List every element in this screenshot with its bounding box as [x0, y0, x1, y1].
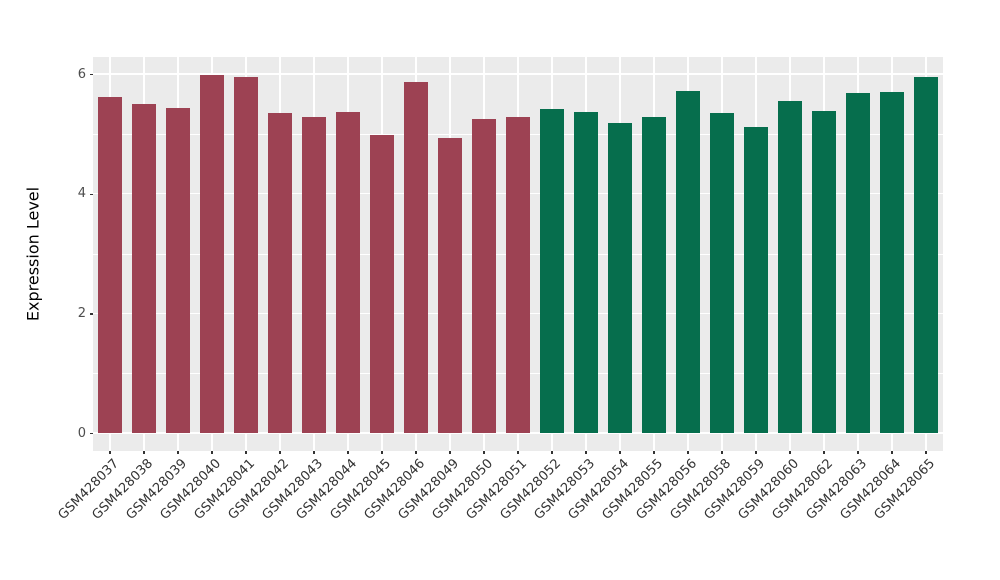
bar-GSM428055 — [642, 117, 666, 433]
x-tick-mark-GSM428053 — [585, 451, 587, 454]
bar-GSM428051 — [506, 117, 530, 433]
x-tick-mark-GSM428051 — [517, 451, 519, 454]
x-tick-mark-GSM428052 — [551, 451, 553, 454]
x-tick-mark-GSM428042 — [279, 451, 281, 454]
x-tick-mark-GSM428044 — [347, 451, 349, 454]
x-tick-mark-GSM428037 — [109, 451, 111, 454]
x-tick-mark-GSM428064 — [891, 451, 893, 454]
bar-GSM428042 — [268, 112, 292, 433]
bar-GSM428064 — [880, 91, 904, 433]
bar-GSM428046 — [404, 81, 428, 433]
x-tick-mark-GSM428063 — [857, 451, 859, 454]
plot-panel — [93, 57, 943, 451]
x-tick-mark-GSM428043 — [313, 451, 315, 454]
bar-GSM428054 — [608, 123, 632, 433]
x-tick-mark-GSM428039 — [177, 451, 179, 454]
bar-GSM428041 — [234, 77, 258, 433]
x-tick-mark-GSM428038 — [143, 451, 145, 454]
bar-GSM428062 — [812, 111, 836, 433]
bar-GSM428050 — [472, 118, 496, 433]
x-tick-mark-GSM428049 — [449, 451, 451, 454]
x-tick-mark-GSM428055 — [653, 451, 655, 454]
x-tick-mark-GSM428046 — [415, 451, 417, 454]
y-tick-mark-4 — [90, 193, 93, 195]
x-tick-mark-GSM428050 — [483, 451, 485, 454]
x-tick-mark-GSM428045 — [381, 451, 383, 454]
bar-GSM428038 — [132, 103, 156, 433]
y-tick-mark-2 — [90, 313, 93, 315]
bar-GSM428052 — [540, 108, 564, 433]
bar-GSM428040 — [200, 75, 224, 433]
bar-GSM428053 — [574, 111, 598, 433]
bar-GSM428037 — [98, 96, 122, 433]
bar-GSM428043 — [302, 117, 326, 433]
bar-GSM428039 — [166, 108, 190, 433]
x-tick-mark-GSM428040 — [211, 451, 213, 454]
x-tick-mark-GSM428060 — [789, 451, 791, 454]
x-tick-mark-GSM428041 — [245, 451, 247, 454]
y-tick-label-6: 6 — [77, 66, 86, 82]
y-tick-mark-6 — [90, 74, 93, 76]
y-axis-title: Expression Level — [23, 186, 43, 322]
bar-GSM428049 — [438, 138, 462, 433]
x-tick-mark-GSM428054 — [619, 451, 621, 454]
bar-GSM428065 — [914, 77, 938, 433]
y-tick-mark-0 — [90, 433, 93, 435]
y-tick-label-0: 0 — [77, 425, 86, 441]
bar-GSM428044 — [336, 112, 360, 433]
x-tick-mark-GSM428058 — [721, 451, 723, 454]
x-tick-mark-GSM428065 — [925, 451, 927, 454]
y-tick-label-2: 2 — [77, 305, 86, 321]
x-tick-mark-GSM428062 — [823, 451, 825, 454]
bar-GSM428058 — [710, 112, 734, 433]
y-tick-label-4: 4 — [77, 186, 86, 202]
bar-GSM428063 — [846, 93, 870, 433]
bar-GSM428060 — [778, 100, 802, 433]
bar-GSM428056 — [676, 90, 700, 433]
x-tick-mark-GSM428056 — [687, 451, 689, 454]
x-tick-mark-GSM428059 — [755, 451, 757, 454]
bar-GSM428059 — [744, 127, 768, 433]
bar-GSM428045 — [370, 135, 394, 433]
